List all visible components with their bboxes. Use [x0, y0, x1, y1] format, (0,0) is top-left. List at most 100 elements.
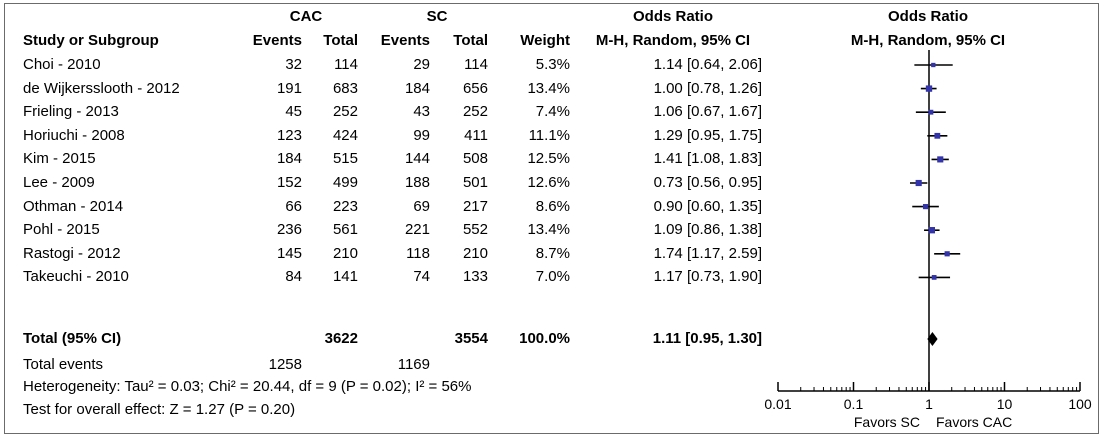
total-total1: 3622	[324, 330, 358, 347]
study-total2: 552	[462, 221, 488, 239]
study-name: Takeuchi - 2010	[23, 268, 129, 286]
study-weight: 11.1%	[528, 126, 570, 144]
study-point-marker	[922, 204, 929, 210]
col-study-header: Study or Subgroup	[23, 32, 159, 49]
study-events1: 45	[285, 103, 302, 121]
study-ci-text: 1.74 [1.17, 2.59]	[653, 244, 762, 262]
study-point-marker	[915, 179, 922, 187]
tick-label: 10	[996, 396, 1013, 412]
study-total2: 411	[464, 126, 488, 144]
study-weight: 12.5%	[527, 150, 570, 168]
study-name: Kim - 2015	[23, 150, 96, 168]
heterogeneity-text: Heterogeneity: Tau² = 0.03; Chi² = 20.44…	[23, 378, 472, 395]
study-ci-text: 1.14 [0.64, 2.06]	[653, 56, 762, 73]
study-events1: 152	[276, 174, 302, 191]
tick-label: 0.01	[764, 396, 792, 412]
study-events1: 84	[285, 268, 302, 286]
study-events2: 118	[406, 244, 430, 262]
col-total2-header: Total	[453, 32, 488, 49]
study-point-marker	[937, 156, 944, 163]
total-events-label: Total events	[23, 356, 104, 373]
study-events2: 99	[413, 126, 430, 144]
study-name: Pohl - 2015	[23, 221, 100, 239]
study-name: Rastogi - 2012	[23, 244, 121, 262]
study-total1: 499	[332, 174, 358, 191]
study-weight: 5.3%	[535, 56, 570, 73]
study-ci-text: 1.29 [0.95, 1.75]	[653, 126, 762, 144]
study-events1: 145	[276, 244, 302, 262]
study-point-marker	[928, 109, 934, 115]
col-events2-header: Events	[380, 32, 430, 49]
favors-left-label: Favors SC	[853, 414, 920, 430]
favors-right-label: Favors CAC	[936, 414, 1013, 430]
study-events2: 29	[413, 56, 430, 73]
study-events2: 69	[413, 197, 430, 215]
study-total1: 114	[334, 56, 358, 73]
study-name: Choi - 2010	[23, 56, 101, 73]
figure-frame	[4, 3, 1099, 434]
group2-header: SC	[426, 8, 448, 25]
tick-label: 100	[1068, 396, 1092, 412]
study-total1: 424	[332, 126, 358, 144]
total-events2: 1169	[397, 356, 430, 373]
study-name: Lee - 2009	[23, 174, 95, 191]
study-point-marker	[944, 251, 950, 257]
or-title-right: Odds Ratio	[887, 8, 968, 25]
study-point-marker	[934, 132, 941, 139]
tick-label: 1	[925, 396, 933, 412]
study-total2: 210	[462, 244, 488, 262]
study-point-marker	[931, 62, 936, 68]
study-name: de Wijkersslooth - 2012	[23, 79, 180, 97]
study-events1: 123	[276, 126, 302, 144]
study-point-marker	[925, 85, 933, 92]
study-ci-text: 0.90 [0.60, 1.35]	[653, 197, 762, 215]
study-events1: 236	[276, 221, 302, 239]
study-events2: 184	[404, 79, 430, 97]
study-events1: 184	[276, 150, 302, 168]
study-total2: 501	[462, 174, 488, 191]
study-ci-text: 1.41 [1.08, 1.83]	[653, 150, 762, 168]
study-total2: 252	[462, 103, 488, 121]
study-name: Othman - 2014	[23, 197, 124, 215]
col-events1-header: Events	[252, 32, 302, 49]
study-weight: 13.4%	[527, 221, 570, 239]
study-events2: 43	[413, 103, 430, 121]
total-weight: 100.0%	[519, 330, 570, 347]
study-ci-text: 1.00 [0.78, 1.26]	[653, 79, 762, 97]
col-method-right-header: M-H, Random, 95% CI	[850, 32, 1006, 49]
study-total1: 223	[332, 197, 358, 215]
overall-effect-text: Test for overall effect: Z = 1.27 (P = 0…	[23, 401, 296, 418]
col-weight-header: Weight	[520, 32, 570, 49]
study-events2: 74	[413, 268, 430, 286]
study-events1: 66	[285, 197, 302, 215]
study-events2: 144	[404, 150, 430, 168]
study-name: Horiuchi - 2008	[23, 126, 125, 144]
study-weight: 12.6%	[527, 174, 570, 191]
study-ci-text: 1.06 [0.67, 1.67]	[653, 103, 762, 121]
study-total1: 515	[332, 150, 358, 168]
study-ci-text: 1.17 [0.73, 1.90]	[653, 268, 762, 286]
study-weight: 7.0%	[535, 268, 570, 286]
study-ci-text: 1.09 [0.86, 1.38]	[653, 221, 762, 239]
study-events2: 188	[404, 174, 430, 191]
col-method-left-header: M-H, Random, 95% CI	[595, 32, 751, 49]
study-point-marker	[931, 275, 937, 280]
study-total2: 217	[462, 197, 488, 215]
study-events1: 32	[285, 56, 302, 73]
study-weight: 8.6%	[535, 197, 570, 215]
study-events1: 191	[276, 79, 302, 97]
study-weight: 8.7%	[535, 244, 570, 262]
study-total1: 683	[332, 79, 358, 97]
or-title-left: Odds Ratio	[632, 8, 713, 25]
pooled-diamond	[927, 332, 938, 346]
total-label: Total (95% CI)	[23, 330, 122, 347]
study-total1: 141	[332, 268, 358, 286]
tick-label: 0.1	[843, 396, 864, 412]
study-weight: 13.4%	[527, 79, 570, 97]
study-total1: 561	[332, 221, 358, 239]
study-total2: 114	[464, 56, 488, 73]
total-events1: 1258	[268, 356, 302, 373]
col-total1-header: Total	[323, 32, 358, 49]
study-total1: 210	[332, 244, 358, 262]
study-total1: 252	[332, 103, 358, 121]
